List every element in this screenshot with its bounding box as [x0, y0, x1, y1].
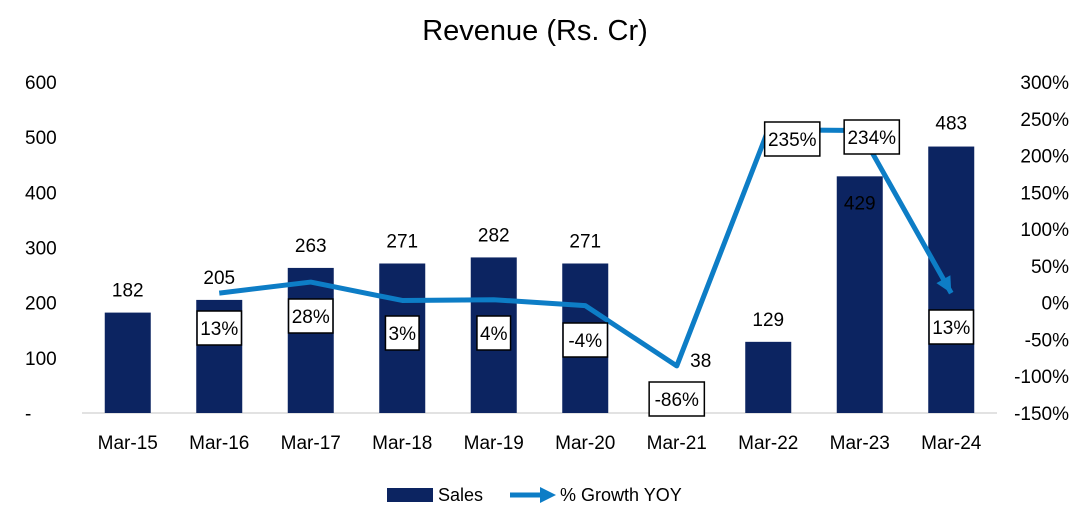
left-axis: - 100 200 300 400 500 600: [25, 73, 57, 425]
sales-value-label: 282: [478, 225, 510, 246]
sales-bar: [836, 176, 883, 413]
growth-label: 3%: [384, 315, 420, 351]
left-tick-label: 100: [25, 349, 57, 370]
growth-label-box: [384, 315, 420, 351]
growth-label-text: 234%: [847, 128, 896, 149]
right-tick-label: -50%: [1025, 330, 1069, 351]
growth-label-box: [648, 381, 706, 417]
sales-value-label: 38: [690, 351, 711, 372]
legend-sales-swatch: [387, 488, 433, 502]
sales-value-label: 263: [295, 236, 327, 257]
growth-label-box: [562, 322, 609, 358]
legend-growth-label: % Growth YOY: [560, 485, 682, 505]
growth-label-box: [287, 298, 334, 334]
left-tick-label: 300: [25, 239, 57, 260]
x-tick-label: Mar-23: [830, 433, 890, 454]
growth-label-text: 4%: [480, 324, 508, 345]
growth-label-box: [928, 309, 975, 345]
sales-bar: [928, 146, 975, 414]
sales-bars: [104, 146, 975, 414]
x-axis: Mar-15 Mar-16 Mar-17 Mar-18 Mar-19 Mar-20 Mar-…: [98, 433, 982, 454]
left-tick-label: 500: [25, 128, 57, 149]
growth-labels: 13% 28% 3% 4% -4% -86% 235% 234% 13%: [196, 119, 975, 417]
sales-bar: [745, 341, 792, 413]
sales-value-label: 271: [386, 231, 418, 252]
growth-label-text: 28%: [292, 307, 330, 328]
left-tick-label: -: [25, 404, 31, 425]
growth-label-text: 13%: [932, 318, 970, 339]
growth-label-text: -4%: [568, 331, 602, 352]
growth-label: 28%: [287, 298, 334, 334]
sales-value-label: 271: [569, 231, 601, 252]
sales-value-label: 182: [112, 281, 144, 302]
right-tick-label: 100%: [1020, 220, 1069, 241]
right-tick-label: 300%: [1020, 73, 1069, 94]
growth-label-box: [476, 315, 512, 351]
growth-polyline: [218, 127, 954, 369]
sales-value-label: 483: [935, 114, 967, 135]
right-tick-label: 50%: [1031, 257, 1069, 278]
right-tick-label: -150%: [1014, 404, 1069, 425]
right-tick-label: 200%: [1020, 147, 1069, 168]
x-tick-label: Mar-22: [738, 433, 798, 454]
growth-label: 234%: [843, 119, 901, 155]
right-axis: -150% -100% -50% 0% 50% 100% 150% 200% 250% 300%: [1014, 73, 1069, 425]
growth-label: -4%: [562, 322, 609, 358]
growth-label: 13%: [928, 309, 975, 345]
growth-arrowhead-icon: [936, 275, 952, 294]
growth-label: 13%: [196, 310, 243, 346]
right-tick-label: 250%: [1020, 110, 1069, 131]
sales-bar: [287, 267, 334, 413]
growth-label-box: [843, 119, 901, 155]
growth-label-text: 13%: [200, 319, 238, 340]
right-tick-label: 0%: [1042, 294, 1070, 315]
growth-label-text: 235%: [768, 130, 817, 151]
sales-value-label: 129: [752, 310, 784, 331]
growth-label-box: [196, 310, 243, 346]
left-tick-label: 600: [25, 73, 57, 94]
x-tick-label: Mar-15: [98, 433, 158, 454]
growth-label-text: 3%: [389, 324, 417, 345]
right-tick-label: -100%: [1014, 367, 1069, 388]
sales-bar: [104, 312, 151, 413]
left-tick-label: 400: [25, 183, 57, 204]
growth-label: 235%: [763, 121, 821, 157]
x-tick-label: Mar-24: [921, 433, 982, 454]
chart-title: Revenue (Rs. Cr): [422, 15, 648, 47]
growth-label-box: [763, 121, 821, 157]
left-tick-label: 200: [25, 294, 57, 315]
sales-value-label: 205: [203, 268, 235, 289]
x-tick-label: Mar-16: [189, 433, 249, 454]
sales-value-label: 429: [844, 193, 876, 214]
legend: Sales % Growth YOY: [387, 485, 682, 505]
growth-line-series: [218, 127, 954, 369]
x-tick-label: Mar-18: [372, 433, 432, 454]
growth-label: 4%: [476, 315, 512, 351]
growth-label-text: -86%: [655, 390, 699, 411]
legend-sales-label: Sales: [438, 485, 483, 505]
sales-value-labels: 182 205 263 271 282 271 38 129 429 483: [112, 114, 967, 372]
x-tick-label: Mar-19: [464, 433, 524, 454]
right-tick-label: 150%: [1020, 183, 1069, 204]
x-tick-label: Mar-20: [555, 433, 615, 454]
x-tick-label: Mar-21: [647, 433, 707, 454]
legend-growth-arrow-icon: [540, 487, 556, 503]
x-tick-label: Mar-17: [281, 433, 341, 454]
growth-label: -86%: [648, 381, 706, 417]
